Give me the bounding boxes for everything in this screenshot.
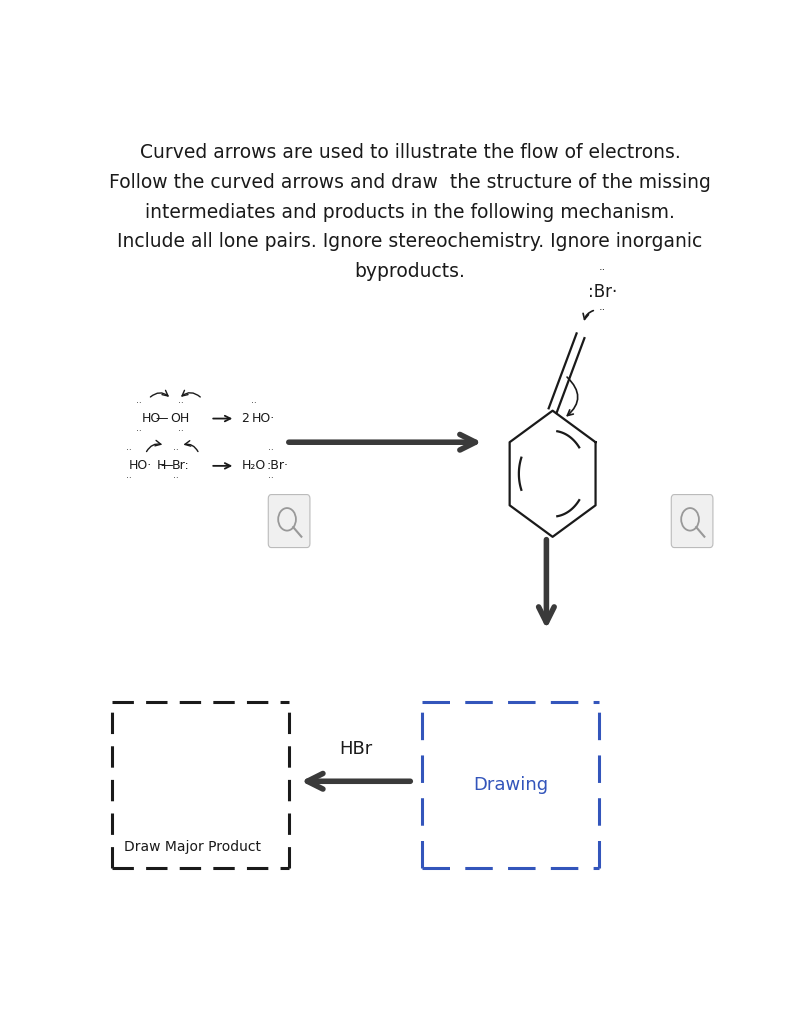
Text: :Br·: :Br· <box>266 460 288 472</box>
Text: ··: ·· <box>268 446 274 456</box>
FancyBboxPatch shape <box>671 495 713 548</box>
Text: byproducts.: byproducts. <box>354 262 466 282</box>
Text: HBr: HBr <box>339 739 372 758</box>
Text: intermediates and products in the following mechanism.: intermediates and products in the follow… <box>145 203 675 221</box>
Text: ··: ·· <box>178 427 183 435</box>
Text: —: — <box>160 460 173 472</box>
Text: H₂O: H₂O <box>242 460 266 472</box>
Text: Drawing: Drawing <box>473 776 548 795</box>
Text: Draw Major Product: Draw Major Product <box>123 840 261 854</box>
Text: HO: HO <box>142 412 162 425</box>
Text: ··: ·· <box>598 305 606 314</box>
Text: OH: OH <box>170 412 190 425</box>
Text: ··: ·· <box>178 399 183 409</box>
Text: ··: ·· <box>251 399 257 409</box>
Text: 2: 2 <box>242 412 250 425</box>
Text: ··: ·· <box>126 446 132 456</box>
Text: HO·: HO· <box>129 460 152 472</box>
Text: ··: ·· <box>173 446 178 456</box>
Text: —: — <box>156 412 168 425</box>
FancyBboxPatch shape <box>268 495 310 548</box>
Text: Curved arrows are used to illustrate the flow of electrons.: Curved arrows are used to illustrate the… <box>140 142 680 162</box>
Text: :Br·: :Br· <box>587 284 617 301</box>
Text: ··: ·· <box>136 399 142 409</box>
Text: Include all lone pairs. Ignore stereochemistry. Ignore inorganic: Include all lone pairs. Ignore stereoche… <box>118 232 702 252</box>
Text: Follow the curved arrows and draw  the structure of the missing: Follow the curved arrows and draw the st… <box>109 173 711 191</box>
Text: ··: ·· <box>268 474 274 483</box>
Text: ··: ·· <box>598 265 606 275</box>
Text: Br:: Br: <box>171 460 189 472</box>
Text: ··: ·· <box>136 427 142 435</box>
Text: H: H <box>157 460 166 472</box>
Text: ··: ·· <box>173 474 178 483</box>
Text: ··: ·· <box>126 474 132 483</box>
Text: HO·: HO· <box>252 412 275 425</box>
